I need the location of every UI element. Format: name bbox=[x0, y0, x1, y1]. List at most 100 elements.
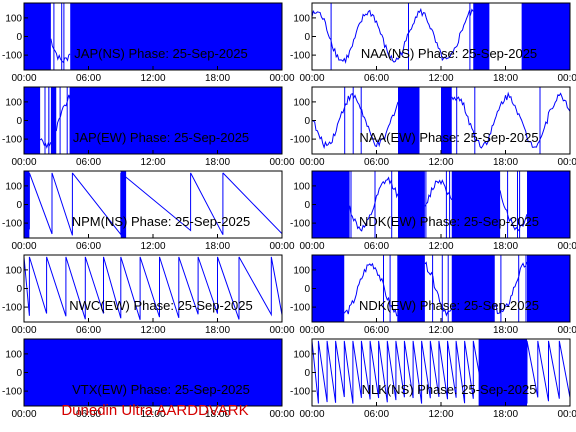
chart-title-2: NAA(NS) Phase: 25-Sep-2025 bbox=[361, 46, 537, 61]
xtick-label-10-5: 00:00 bbox=[557, 409, 576, 420]
dense-block-4-1 bbox=[398, 87, 420, 154]
xtick-label-2-2: 06:00 bbox=[364, 73, 389, 84]
ytick-label-3-3: 100 bbox=[5, 97, 22, 108]
xtick-label-4-4: 18:00 bbox=[493, 157, 518, 168]
dense-block-10-1 bbox=[478, 339, 527, 406]
chart-title-4: NAA(EW) Phase: 25-Sep-2025 bbox=[359, 130, 538, 145]
ytick-label-7-3: 100 bbox=[5, 265, 22, 276]
xtick-label-2-5: 00:00 bbox=[557, 73, 576, 84]
xtick-label-2-3: 12:00 bbox=[428, 73, 453, 84]
ytick-label-8-3: 100 bbox=[293, 265, 310, 276]
ytick-label-2-1: -100 bbox=[290, 51, 310, 62]
dense-block-8-4 bbox=[527, 255, 570, 322]
chart-panel-7: -100 0 100 00:00 06:00 12:00 18:00 00:00 NWC(EW)… bbox=[2, 254, 295, 336]
ytick-label-9-2: 0 bbox=[16, 368, 22, 379]
ytick-label-4-3: 100 bbox=[293, 97, 310, 108]
station-footer-label: Dunedin Ultra AARDDVARK bbox=[61, 402, 249, 419]
xtick-label-8-3: 12:00 bbox=[428, 325, 453, 336]
xtick-label-10-2: 06:00 bbox=[364, 409, 389, 420]
xtick-label-7-4: 18:00 bbox=[205, 325, 230, 336]
xtick-label-5-5: 00:00 bbox=[269, 241, 294, 252]
ytick-label-1-2: 0 bbox=[16, 32, 22, 43]
xtick-label-5-2: 06:00 bbox=[76, 241, 101, 252]
ytick-label-10-3: 100 bbox=[293, 349, 310, 360]
xtick-label-3-1: 00:00 bbox=[11, 157, 36, 168]
xtick-label-7-3: 12:00 bbox=[140, 325, 165, 336]
dense-block-1-1 bbox=[24, 3, 51, 70]
chart-panel-5: -100 0 100 00:00 06:00 12:00 18:00 00:00 NPM(NS)… bbox=[2, 170, 295, 252]
xtick-label-4-5: 00:00 bbox=[557, 157, 576, 168]
xtick-label-3-5: 00:00 bbox=[269, 157, 294, 168]
phase-trace-10 bbox=[312, 340, 570, 404]
xtick-label-8-5: 00:00 bbox=[557, 325, 576, 336]
xtick-label-4-3: 12:00 bbox=[428, 157, 453, 168]
dense-block-5-2 bbox=[120, 171, 127, 238]
ytick-label-5-2: 0 bbox=[16, 200, 22, 211]
chart-title-7: NWC(EW) Phase: 25-Sep-2025 bbox=[69, 298, 253, 313]
xtick-label-3-2: 06:00 bbox=[76, 157, 101, 168]
xtick-label-7-2: 06:00 bbox=[76, 325, 101, 336]
xtick-label-8-1: 00:00 bbox=[299, 325, 324, 336]
chart-panel-9: -100 0 100 00:00 06:00 12:00 18:00 00:00 VTX(EW)… bbox=[2, 338, 295, 420]
dense-block-6-3 bbox=[451, 171, 501, 238]
xtick-label-9-1: 00:00 bbox=[11, 409, 36, 420]
xtick-label-6-5: 00:00 bbox=[557, 241, 576, 252]
xtick-label-9-5: 00:00 bbox=[269, 409, 294, 420]
ytick-label-8-2: 0 bbox=[304, 284, 310, 295]
chart-title-8: NDK(EW) Phase: 25-Sep-2025 bbox=[359, 298, 539, 313]
chart-title-9: VTX(EW) Phase: 25-Sep-2025 bbox=[72, 382, 250, 397]
ytick-label-5-3: 100 bbox=[5, 181, 22, 192]
dense-block-3-3 bbox=[70, 87, 282, 154]
ytick-label-2-2: 0 bbox=[304, 32, 310, 43]
chart-panel-10: -100 0 100 00:00 06:00 12:00 18:00 00:00 NLK(NS)… bbox=[290, 338, 576, 420]
ytick-label-9-3: 100 bbox=[5, 349, 22, 360]
ytick-label-4-2: 0 bbox=[304, 116, 310, 127]
xtick-label-6-4: 18:00 bbox=[493, 241, 518, 252]
ytick-label-5-1: -100 bbox=[2, 219, 22, 230]
phase-trace-1 bbox=[50, 3, 71, 70]
dense-block-3-1 bbox=[24, 87, 41, 154]
dense-block-9-1 bbox=[24, 339, 282, 406]
phase-trace-2 bbox=[312, 3, 474, 70]
xtick-label-8-2: 06:00 bbox=[364, 325, 389, 336]
ytick-label-1-1: -100 bbox=[2, 51, 22, 62]
chart-panel-4: -100 0 100 00:00 06:00 12:00 18:00 00:00 NAA(EW)… bbox=[290, 86, 576, 168]
dense-block-8-3 bbox=[451, 255, 495, 322]
xtick-label-9-3: 12:00 bbox=[140, 409, 165, 420]
chart-panel-8: -100 0 100 00:00 06:00 12:00 18:00 00:00 NDK(EW)… bbox=[290, 254, 576, 336]
chart-panel-2: -100 0 100 00:00 06:00 12:00 18:00 00:00 NAA(NS)… bbox=[290, 2, 576, 84]
xtick-label-6-1: 00:00 bbox=[299, 241, 324, 252]
xtick-label-4-1: 00:00 bbox=[299, 157, 324, 168]
xtick-label-10-3: 12:00 bbox=[428, 409, 453, 420]
ytick-label-7-2: 0 bbox=[16, 284, 22, 295]
xtick-label-7-5: 00:00 bbox=[269, 325, 294, 336]
ytick-label-3-2: 0 bbox=[16, 116, 22, 127]
phase-trace-6 bbox=[349, 171, 528, 238]
chart-panel-6: -100 0 100 00:00 06:00 12:00 18:00 00:00 NDK(EW)… bbox=[290, 170, 576, 252]
phase-trace-4 bbox=[312, 87, 570, 154]
xtick-label-9-2: 06:00 bbox=[76, 409, 101, 420]
ytick-label-7-1: -100 bbox=[2, 303, 22, 314]
xtick-label-1-2: 06:00 bbox=[76, 73, 101, 84]
xtick-label-3-4: 18:00 bbox=[205, 157, 230, 168]
xtick-label-1-3: 12:00 bbox=[140, 73, 165, 84]
xtick-label-7-1: 00:00 bbox=[11, 325, 36, 336]
dense-block-6-4 bbox=[527, 171, 570, 238]
xtick-label-5-3: 12:00 bbox=[140, 241, 165, 252]
xtick-label-2-4: 18:00 bbox=[493, 73, 518, 84]
ytick-label-3-1: -100 bbox=[2, 135, 22, 146]
ytick-label-2-3: 100 bbox=[293, 13, 310, 24]
chart-title-1: JAP(NS) Phase: 25-Sep-2025 bbox=[74, 46, 247, 61]
dense-block-8-1 bbox=[312, 255, 345, 322]
dense-block-8-2 bbox=[398, 255, 425, 322]
xtick-label-3-3: 12:00 bbox=[140, 157, 165, 168]
chart-panel-1: -100 0 100 00:00 06:00 12:00 18:00 00:00 JAP(NS)… bbox=[2, 2, 295, 84]
ytick-label-6-3: 100 bbox=[293, 181, 310, 192]
chart-title-6: NDK(EW) Phase: 25-Sep-2025 bbox=[359, 214, 539, 229]
xtick-label-4-2: 06:00 bbox=[364, 157, 389, 168]
dense-block-6-2 bbox=[398, 171, 425, 238]
phase-trace-3 bbox=[39, 87, 71, 154]
xtick-label-6-2: 06:00 bbox=[364, 241, 389, 252]
ytick-label-6-2: 0 bbox=[304, 200, 310, 211]
xtick-label-9-4: 18:00 bbox=[205, 409, 230, 420]
